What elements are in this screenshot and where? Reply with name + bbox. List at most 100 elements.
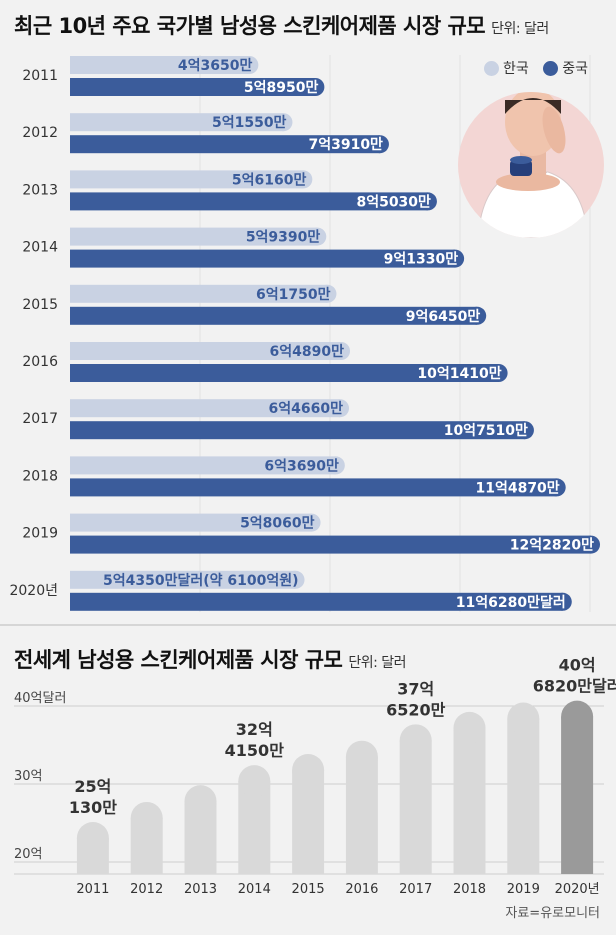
- bottom-chart-unit: 단위: 달러: [348, 655, 407, 671]
- legend: 한국 중국: [474, 58, 588, 78]
- bar-china-cap: [306, 78, 325, 96]
- bar-korea: [70, 342, 342, 360]
- x-tick-label: 2018: [453, 882, 486, 897]
- bar-korea-cap: [294, 170, 313, 189]
- top-year-label: 2017: [22, 411, 58, 427]
- world-bar-value-label: 32억: [236, 720, 273, 739]
- bar-korea: [70, 399, 341, 418]
- world-bar-cap: [399, 724, 432, 757]
- section-divider: [0, 624, 616, 626]
- bar-korea-label: 6억3690만: [264, 458, 339, 474]
- x-tick-label: 2015: [292, 882, 325, 897]
- y-tick-label: 40억달러: [14, 691, 66, 706]
- bar-korea-cap: [274, 113, 293, 132]
- world-bar: [238, 765, 271, 874]
- world-bar-cap: [184, 785, 217, 818]
- x-tick-label: 2020년: [555, 882, 600, 897]
- world-bar-cap: [238, 765, 271, 798]
- bottom-chart-title: 전세계 남성용 스킨케어제품 시장 규모 단위: 달러: [14, 648, 407, 672]
- x-tick-label: 2019: [507, 882, 540, 897]
- top-year-label: 2020년: [9, 583, 58, 599]
- legend-item-korea: 한국: [484, 61, 529, 77]
- y-tick-label: 20억: [14, 847, 43, 862]
- x-tick-label: 2014: [238, 882, 271, 897]
- world-bar-cap: [561, 700, 594, 733]
- bar-korea-cap: [318, 284, 337, 303]
- bar-china: [70, 306, 478, 325]
- world-bar: [453, 711, 486, 874]
- bar-china: [70, 192, 428, 211]
- top-chart-title: 최근 10년 주요 국가별 남성용 스킨케어제품 시장 규모 단위: 달러: [14, 14, 549, 38]
- top-year-label: 2012: [22, 125, 58, 141]
- y-tick-label: 30억: [14, 769, 43, 784]
- bar-china-label: 10억7510만: [444, 423, 528, 439]
- bar-china-label: 11억4870만: [475, 480, 559, 496]
- bar-korea-cap: [302, 513, 321, 532]
- bar-korea-label: 4억3650만: [178, 58, 253, 74]
- bar-korea-cap: [240, 56, 259, 74]
- x-tick-label: 2013: [184, 882, 217, 897]
- bar-china-label: 5억8950만: [244, 80, 319, 96]
- world-bar-cap: [130, 801, 163, 834]
- world-bar-value-label: 25억: [74, 777, 111, 796]
- top-year-label: 2013: [22, 182, 58, 198]
- world-bar-value-label: 37억: [397, 679, 434, 698]
- world-bar: [292, 753, 325, 874]
- source-note: 자료=유로모니터: [505, 906, 600, 921]
- bar-china-label: 9억6450만: [406, 309, 481, 325]
- x-tick-label: 2011: [76, 882, 109, 897]
- world-bar-body: [453, 727, 486, 874]
- bar-china-label: 10억1410만: [417, 366, 501, 382]
- man-skincare-illustration: [458, 92, 604, 238]
- world-bar-cap: [507, 702, 540, 735]
- bar-korea-label: 5억8060만: [240, 516, 315, 532]
- bar-korea-label: 6억4660만: [269, 401, 344, 417]
- world-bar-cap: [345, 740, 378, 773]
- bar-china: [70, 535, 591, 554]
- legend-item-china: 중국: [543, 61, 588, 77]
- world-bar: [345, 740, 378, 874]
- world-bar-value-label: 6520만: [386, 700, 446, 719]
- x-tick-label: 2017: [399, 882, 432, 897]
- bar-china-label: 12억2820만: [510, 538, 594, 554]
- world-bar-body: [507, 718, 540, 874]
- bar-korea: [70, 284, 328, 303]
- x-tick-label: 2016: [345, 882, 378, 897]
- top-year-label: 2011: [22, 68, 58, 84]
- world-bar: [561, 700, 594, 874]
- world-bar-body: [561, 716, 594, 874]
- bar-korea: [70, 456, 336, 475]
- bar-china: [70, 421, 525, 440]
- top-year-label: 2016: [22, 354, 58, 370]
- bar-china-label: 9억1330만: [384, 252, 459, 268]
- bar-korea: [70, 56, 250, 74]
- top-year-label: 2014: [22, 240, 58, 256]
- world-bar: [130, 801, 163, 874]
- bar-korea: [70, 170, 304, 189]
- bar-china: [70, 135, 380, 154]
- world-bar: [507, 702, 540, 874]
- bar-korea-label: 6억1750만: [256, 287, 331, 303]
- world-bar-body: [345, 756, 378, 874]
- x-tick-label: 2012: [130, 882, 163, 897]
- world-bar: [76, 821, 109, 874]
- bar-korea-label: 6억4890만: [270, 344, 345, 360]
- bar-china-cap: [468, 306, 487, 325]
- bar-korea-cap: [326, 456, 345, 475]
- world-bar-cap: [453, 711, 486, 744]
- bar-china: [70, 592, 563, 611]
- bar-china-cap: [553, 592, 572, 611]
- world-bar-cap: [76, 821, 109, 854]
- bar-china-cap: [547, 478, 566, 497]
- bar-china: [70, 78, 316, 96]
- bar-korea-cap: [308, 227, 327, 246]
- bar-korea-label: 5억1550만: [212, 115, 287, 131]
- world-bar: [184, 785, 217, 874]
- top-chart-unit: 단위: 달러: [491, 21, 549, 37]
- bar-korea: [70, 113, 284, 132]
- bar-china-cap: [582, 535, 600, 554]
- world-bar-value-label: 40억: [559, 656, 596, 675]
- legend-swatch-korea: [484, 61, 500, 76]
- world-bar-cap: [292, 753, 325, 786]
